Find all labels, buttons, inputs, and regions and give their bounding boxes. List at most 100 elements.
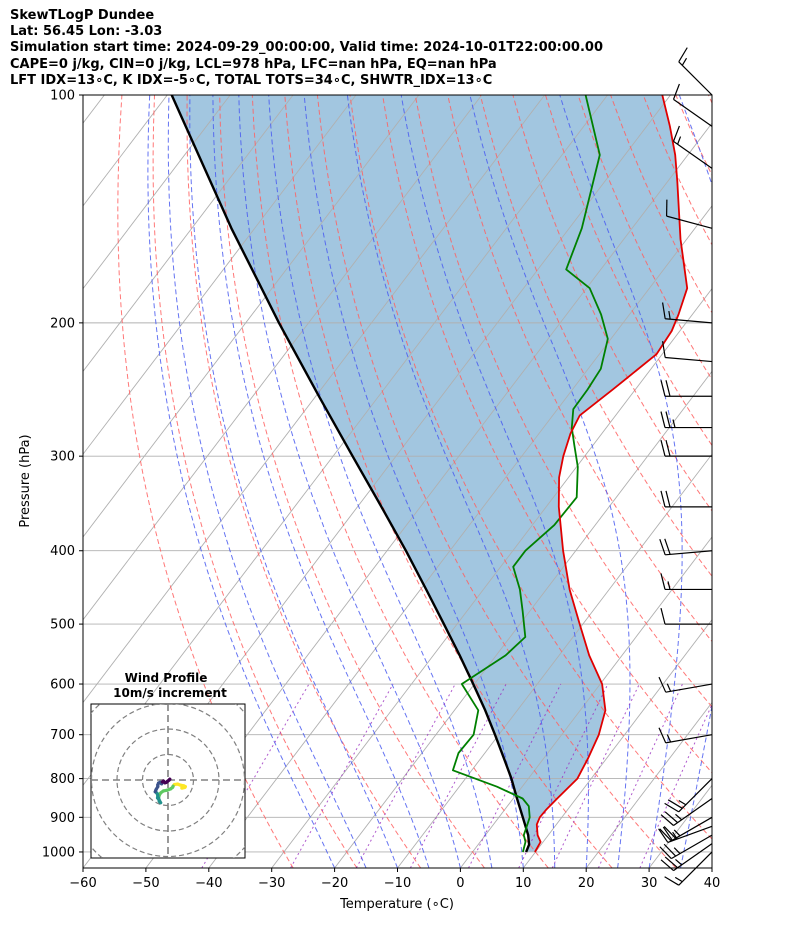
wind-barb [672, 125, 713, 169]
moist-adiabat [400, 95, 589, 868]
x-tick-label: −20 [321, 876, 348, 891]
wind-barb [660, 440, 712, 457]
temperature-line [534, 95, 689, 853]
barb-flag [664, 876, 680, 886]
barb-staff [666, 215, 713, 229]
barb-half-flag [666, 683, 672, 692]
isotherm-line [208, 205, 712, 868]
moist-adiabat [711, 865, 712, 868]
barb-flag [665, 490, 671, 507]
x-tick-label: −30 [258, 876, 285, 891]
x-tick-label: 30 [641, 876, 658, 891]
barb-staff [673, 98, 713, 127]
moist-adiabat [469, 95, 631, 868]
barb-flag [660, 814, 674, 826]
barb-staff [667, 825, 713, 843]
barb-flag [660, 380, 666, 397]
barb-staff [665, 356, 713, 363]
barb-flag [658, 727, 667, 744]
barb-flag [664, 538, 671, 555]
x-tick-label: 20 [578, 876, 595, 891]
x-tick-label: −40 [195, 876, 222, 891]
mixing-ratio-line [201, 683, 310, 868]
isotherm-line [83, 95, 105, 124]
simulation-time-line: Simulation start time: 2024-09-29_00:00:… [10, 40, 603, 56]
dry-adiabat [284, 95, 613, 868]
barb-flag [667, 799, 683, 809]
barb-flag [659, 846, 672, 860]
wind-barb [660, 798, 713, 826]
barb-half-flag [672, 419, 676, 428]
barb-staff [678, 61, 713, 96]
barb-flag [660, 573, 666, 590]
barb-staff [665, 734, 713, 744]
barb-half-flag [681, 57, 688, 66]
moist-adiabat [147, 95, 336, 868]
moist-adiabat [189, 95, 398, 868]
dry-adiabat [479, 95, 712, 578]
isotherm-line [83, 95, 483, 621]
stability-indices-line: CAPE=0 j/kg, CIN=0 j/kg, LCL=978 hPa, LF… [10, 56, 497, 72]
wind-barb [659, 538, 713, 556]
hodograph-subtitle: 10m/s increment [113, 686, 227, 700]
barb-flag [660, 440, 666, 457]
barb-half-flag [666, 734, 672, 743]
y-tick-label: 500 [50, 618, 75, 633]
barb-staff [665, 550, 713, 556]
y-tick-label: 800 [50, 772, 75, 787]
barb-half-flag [675, 859, 683, 866]
barb-flag [660, 859, 674, 872]
moist-adiabat [346, 95, 556, 868]
barb-flag [664, 802, 680, 813]
moist-adiabat [678, 95, 712, 868]
mixing-ratio-line [639, 703, 712, 868]
barb-flag [659, 828, 672, 842]
mixing-ratio-line [290, 683, 394, 868]
dry-adiabat [251, 95, 549, 868]
barb-half-flag [674, 876, 683, 883]
wind-barb [659, 816, 713, 842]
moist-adiabat [303, 95, 524, 868]
isotherm-line [83, 95, 546, 704]
cape-fill [171, 95, 688, 852]
wind-barbs [658, 47, 713, 886]
barb-half-flag [667, 581, 671, 590]
dewpoint-line [452, 95, 609, 853]
barb-flag [660, 411, 666, 428]
barb-flag [658, 828, 669, 843]
location-line: Lat: 56.45 Lon: -3.03 [10, 24, 163, 40]
wind-barb [661, 302, 713, 324]
barb-staff [678, 778, 713, 813]
barb-half-flag [675, 813, 683, 821]
isotherm-line [334, 370, 712, 868]
barb-flag [664, 811, 678, 824]
chart-title: SkewTLogP Dundee [10, 8, 155, 23]
x-tick-label: −60 [69, 876, 96, 891]
wind-barb [666, 199, 713, 229]
hodograph-plot [91, 704, 245, 858]
thermo-indices-line: LFT IDX=13∘C, K IDX=-5∘C, TOTAL TOTS=34∘… [10, 72, 493, 88]
isotherm-line [83, 95, 420, 538]
wind-barb [660, 380, 712, 397]
barb-flag [672, 125, 680, 142]
dry-adiabat [316, 95, 677, 868]
x-axis-label: Temperature (∘C) [339, 897, 454, 912]
mixing-ratio-line [355, 683, 456, 868]
barb-flag [660, 607, 666, 625]
skewt-grid [83, 95, 712, 868]
x-tick-label: 40 [704, 876, 721, 891]
hodograph-ring [91, 704, 245, 858]
barb-half-flag [677, 136, 682, 145]
barb-staff [673, 843, 713, 872]
moist-adiabat [238, 95, 461, 868]
hodograph-segment [167, 777, 172, 782]
dry-adiabat [152, 95, 358, 868]
mixing-ratio-line [551, 683, 640, 868]
y-tick-label: 300 [50, 450, 75, 465]
barb-half-flag [673, 829, 681, 837]
mixing-ratio-line [597, 683, 683, 868]
y-tick-label: 200 [50, 316, 75, 331]
isotherm-line [271, 287, 712, 868]
barb-half-flag [678, 800, 687, 806]
